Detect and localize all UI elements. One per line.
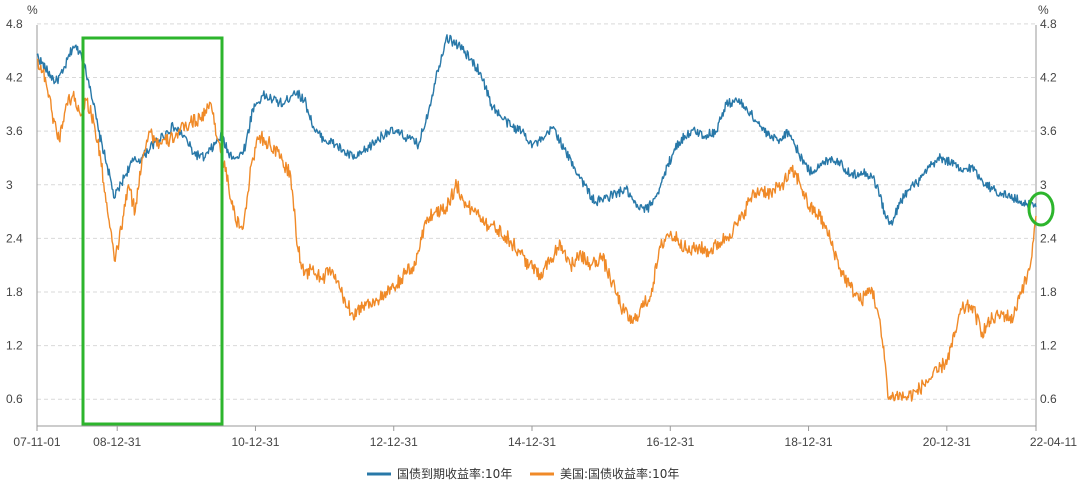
y-tick-label-left: 4.2: [6, 71, 23, 85]
x-tick-label: 10-12-31: [231, 435, 279, 449]
y-tick-label-right: 2.4: [1040, 231, 1057, 245]
y-tick-label-right: 3.6: [1040, 124, 1057, 138]
x-tick-label: 22-04-11: [1030, 435, 1077, 449]
y-tick-label-left: 0.6: [6, 392, 23, 406]
y-tick-label-right: 4.2: [1040, 71, 1057, 85]
legend: 国债到期收益率:10年 美国:国债收益率:10年: [367, 466, 679, 481]
x-tick-label: 16-12-31: [646, 435, 694, 449]
highlight-circle-latest: [1027, 191, 1055, 227]
x-tick-label: 07-11-01: [13, 435, 60, 449]
y-tick-label-left: 3: [6, 178, 13, 192]
y-tick-label-left: 2.4: [6, 231, 23, 245]
series-line-us-10y: [36, 58, 1037, 402]
series-lines: [36, 34, 1037, 402]
y-tick-label-right: 4.8: [1040, 17, 1057, 31]
y-tick-label-left: 1.2: [6, 339, 23, 353]
right-unit-label: %: [1038, 3, 1049, 17]
y-tick-label-right: 3: [1040, 178, 1047, 192]
grid-lines: [37, 23, 1036, 400]
y-tick-label-right: 1.8: [1040, 285, 1057, 299]
legend-label: 国债到期收益率:10年: [397, 466, 512, 481]
y-tick-label-right: 1.2: [1040, 339, 1057, 353]
highlight-box-2008-2010: [81, 36, 224, 426]
y-tick-label-left: 3.6: [6, 124, 23, 138]
x-tick-label: 18-12-31: [785, 435, 833, 449]
y-tick-label-left: 1.8: [6, 285, 23, 299]
x-tick-label: 12-12-31: [370, 435, 418, 449]
x-tick-label: 20-12-31: [923, 435, 971, 449]
legend-label: 美国:国债收益率:10年: [560, 466, 679, 481]
x-tick-label: 14-12-31: [508, 435, 556, 449]
y-tick-label-left: 4.8: [6, 17, 23, 31]
x-tick-label: 08-12-31: [93, 435, 141, 449]
axes: % % 4.8 4.8 4.2 4.2 3.6 3.6 3 3 2.4 2.4 1.8 1.8 1.2 1…: [6, 3, 1077, 449]
left-unit-label: %: [27, 3, 38, 17]
y-tick-label-right: 0.6: [1040, 392, 1057, 406]
series-line-china-10y: [36, 34, 1037, 226]
annotations: [81, 36, 1055, 426]
